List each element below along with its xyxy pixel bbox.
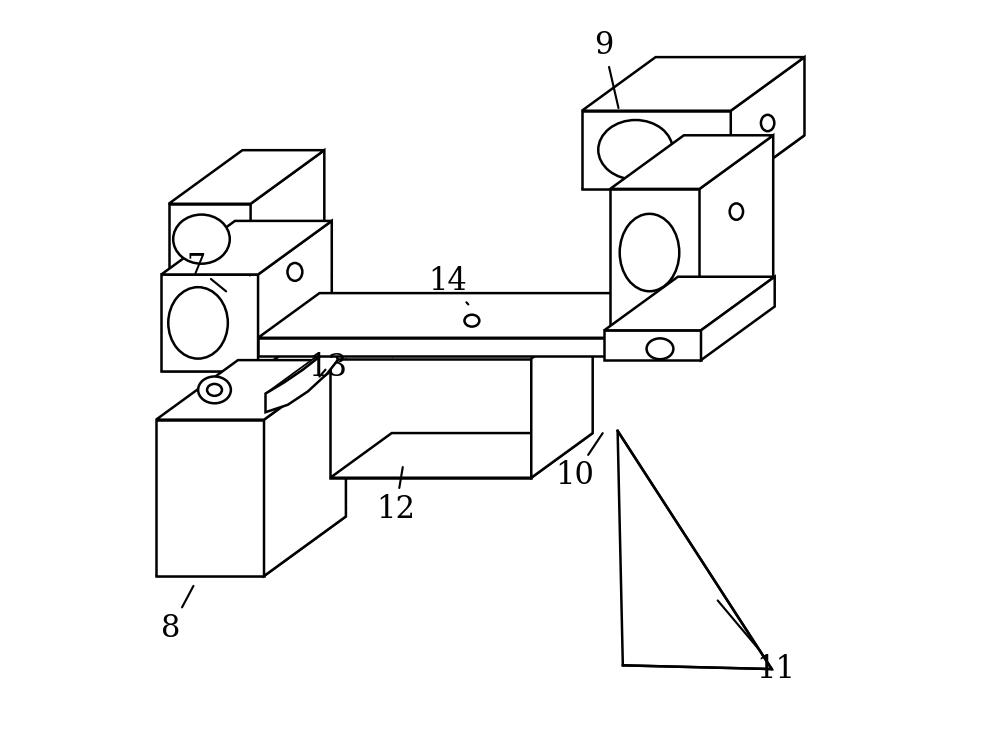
Polygon shape xyxy=(156,420,264,576)
Polygon shape xyxy=(161,318,332,371)
Ellipse shape xyxy=(493,449,511,461)
Ellipse shape xyxy=(287,263,302,280)
Polygon shape xyxy=(604,330,701,360)
Polygon shape xyxy=(700,135,773,330)
Polygon shape xyxy=(169,221,324,274)
Ellipse shape xyxy=(761,115,774,131)
Polygon shape xyxy=(610,135,773,189)
Text: 11: 11 xyxy=(718,601,795,685)
Polygon shape xyxy=(619,293,681,356)
Polygon shape xyxy=(258,338,619,356)
Polygon shape xyxy=(731,57,804,189)
Ellipse shape xyxy=(168,287,228,358)
Text: 7: 7 xyxy=(187,251,226,291)
Polygon shape xyxy=(156,517,346,576)
Polygon shape xyxy=(531,314,593,478)
Ellipse shape xyxy=(260,422,275,436)
Polygon shape xyxy=(266,345,338,412)
Text: 10: 10 xyxy=(555,433,603,491)
Text: 13: 13 xyxy=(308,352,347,383)
Ellipse shape xyxy=(207,384,222,396)
Ellipse shape xyxy=(672,67,746,126)
Ellipse shape xyxy=(598,120,673,179)
Polygon shape xyxy=(610,189,700,330)
Polygon shape xyxy=(251,150,324,274)
Text: 9: 9 xyxy=(595,31,618,108)
Polygon shape xyxy=(169,204,251,274)
Polygon shape xyxy=(582,57,804,111)
Polygon shape xyxy=(604,277,775,330)
Ellipse shape xyxy=(222,484,237,499)
Polygon shape xyxy=(161,274,258,371)
Polygon shape xyxy=(258,221,332,371)
Ellipse shape xyxy=(620,214,679,291)
Text: 8: 8 xyxy=(161,586,193,644)
Polygon shape xyxy=(156,360,346,420)
Ellipse shape xyxy=(412,449,430,461)
Ellipse shape xyxy=(173,214,230,264)
Polygon shape xyxy=(264,360,346,576)
Ellipse shape xyxy=(647,338,673,359)
Polygon shape xyxy=(266,310,384,394)
Ellipse shape xyxy=(198,376,231,404)
Ellipse shape xyxy=(222,422,237,436)
Polygon shape xyxy=(330,358,531,478)
Ellipse shape xyxy=(242,233,302,305)
Polygon shape xyxy=(330,433,593,478)
Ellipse shape xyxy=(342,314,354,325)
Polygon shape xyxy=(582,135,804,189)
Ellipse shape xyxy=(260,484,275,499)
Polygon shape xyxy=(582,111,731,189)
Polygon shape xyxy=(161,221,332,274)
Text: 14: 14 xyxy=(429,266,468,305)
Ellipse shape xyxy=(247,161,303,210)
Ellipse shape xyxy=(464,315,479,326)
Text: 12: 12 xyxy=(376,467,415,524)
Ellipse shape xyxy=(683,298,701,310)
Ellipse shape xyxy=(730,203,743,220)
Ellipse shape xyxy=(693,160,753,238)
Polygon shape xyxy=(610,277,773,330)
Polygon shape xyxy=(169,150,324,204)
Polygon shape xyxy=(701,277,775,360)
Polygon shape xyxy=(258,293,681,338)
